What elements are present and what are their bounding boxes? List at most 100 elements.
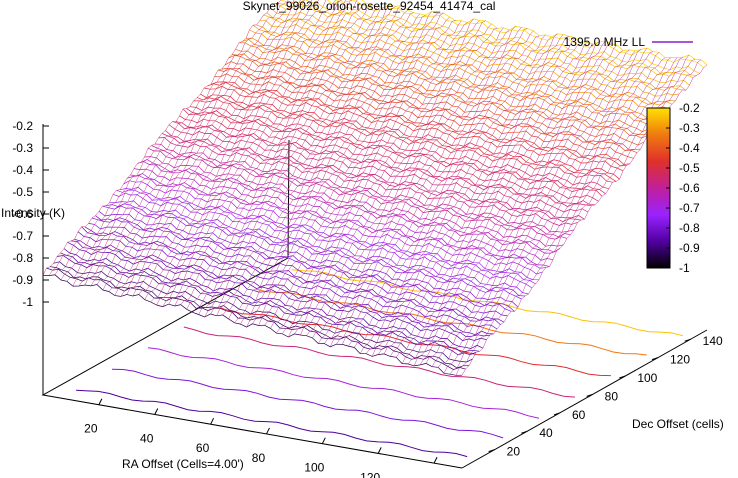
mesh-line (60, 0, 301, 281)
colorbar-tick-label: -0.7 (679, 201, 700, 215)
colorbar-tick-label: -0.6 (679, 181, 700, 195)
x-tick-label: 80 (252, 451, 266, 465)
colorbar-tick-label: -0.4 (679, 141, 700, 155)
mesh-line (216, 20, 462, 316)
mesh-line (198, 12, 444, 315)
mesh-line (126, 4, 372, 295)
mesh-line (120, 2, 366, 297)
mesh-line (221, 67, 641, 150)
mesh-line (180, 14, 426, 305)
contour-line (111, 368, 504, 439)
x-tick-label: 40 (140, 431, 154, 445)
mesh-line (318, 34, 564, 344)
mesh-line (342, 42, 588, 345)
x-tick-label: 100 (304, 461, 324, 475)
mesh-line (288, 30, 534, 338)
colorbar: -0.2 -0.3 -0.4 -0.5 -0.6 -0.7 -0.8 -0.9 -1 (646, 101, 700, 275)
mesh-line (359, 40, 606, 354)
z-tick-label: -0.8 (12, 251, 33, 265)
mesh-line (431, 57, 678, 367)
y-tick (684, 338, 691, 342)
y-tick (553, 412, 561, 416)
mesh-line (204, 16, 450, 318)
z-tick-label: -1 (22, 295, 33, 309)
mesh-line (377, 50, 624, 355)
y-tick (488, 449, 495, 453)
x-tick-label: 120 (360, 470, 380, 478)
x-tick-label: 20 (84, 422, 98, 436)
mesh-line (108, 0, 353, 292)
z-tick-label: -0.6 (12, 207, 33, 221)
y-axis-line (461, 329, 708, 469)
mesh-line (407, 51, 654, 365)
mesh-line (132, 6, 378, 297)
colorbar-tick-label: -0.2 (679, 101, 700, 115)
mesh-line (324, 36, 570, 344)
mesh-line (252, 28, 498, 324)
x-tick (266, 427, 270, 435)
mesh-line (413, 52, 660, 366)
mesh-line (102, 0, 347, 291)
y-tick-label: 120 (670, 353, 690, 367)
x-tick-label: 60 (196, 441, 210, 455)
mesh-line (419, 57, 666, 366)
z-tick-label: -0.2 (12, 119, 33, 133)
mesh-line (300, 34, 546, 336)
mesh-line (234, 20, 480, 323)
contour-line (291, 269, 683, 337)
z-tick-label: -0.4 (12, 163, 33, 177)
base-contours (76, 269, 683, 458)
y-axis: 20 40 60 80 100 120 140 (461, 329, 723, 469)
mesh-line (66, 0, 305, 282)
mesh-line (48, 0, 289, 276)
mesh-line (401, 47, 648, 364)
contour-line (255, 288, 647, 356)
mesh-line (365, 43, 612, 354)
base-frame (41, 257, 463, 469)
mesh-line (78, 0, 320, 287)
z-tick-label: -0.3 (12, 141, 33, 155)
colorbar-tick-label: -1 (679, 261, 690, 275)
mesh-line (282, 28, 528, 334)
contour-line (76, 389, 468, 458)
mesh-line (186, 11, 432, 310)
x-axis-label: RA Offset (Cells=4.00') (122, 457, 244, 471)
legend-label: 1395.0 MHz LL (564, 35, 646, 49)
mesh-line (336, 43, 582, 345)
mesh-line (294, 35, 540, 335)
y-tick (586, 393, 593, 397)
mesh-line (96, 0, 343, 285)
x-tick (433, 456, 438, 464)
y-tick-label: 20 (507, 445, 521, 459)
chart-title: Skynet_99026_orion-rosette_92454_41474_c… (243, 0, 496, 13)
x-tick (154, 408, 159, 415)
mesh-line (228, 18, 474, 320)
z-tick-label: -0.9 (12, 273, 33, 287)
mesh-line (312, 33, 558, 339)
mesh-line (266, 12, 687, 91)
colorbar-tick-label: -0.3 (679, 121, 700, 135)
contour-line (183, 326, 576, 398)
mesh-line (144, 4, 391, 300)
y-axis-label: Dec Offset (cells) (632, 417, 724, 431)
mesh-line (42, 0, 282, 276)
colorbar-tick-label: -0.8 (679, 221, 700, 235)
x-tick (377, 447, 382, 454)
mesh-line (192, 13, 438, 313)
mesh-line (150, 6, 396, 303)
mesh-line (258, 27, 504, 326)
mesh-line (222, 22, 468, 316)
mesh-line (114, 0, 358, 296)
mesh-line (210, 20, 456, 315)
mesh-line (138, 7, 384, 295)
mesh-line (179, 115, 599, 202)
mesh-line (264, 29, 510, 326)
mesh-line (270, 26, 516, 329)
mesh-line (354, 41, 600, 348)
mesh-line (90, 0, 337, 287)
mesh-line (156, 5, 402, 306)
contour-line (147, 347, 540, 419)
